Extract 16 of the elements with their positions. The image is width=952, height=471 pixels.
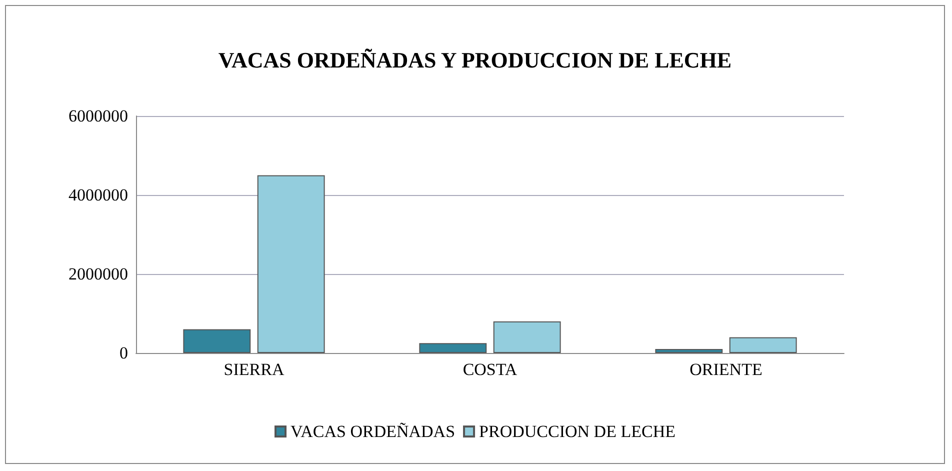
y-tick-label: 6000000	[68, 106, 128, 126]
y-tick-label: 0	[120, 344, 128, 362]
x-tick-label: SIERRA	[224, 360, 285, 379]
legend-label: VACAS ORDEÑADAS	[290, 422, 456, 441]
x-tick-label: ORIENTE	[690, 360, 762, 379]
y-tick-label: 4000000	[68, 186, 128, 204]
bar	[655, 349, 723, 353]
legend-label: PRODUCCION DE LECHE	[479, 422, 676, 441]
y-tick-label: 2000000	[68, 264, 128, 284]
bar	[257, 175, 325, 353]
bar	[419, 343, 487, 353]
bar	[729, 337, 797, 353]
x-tick-label: COSTA	[462, 360, 518, 379]
chart-title: VACAS ORDEÑADAS Y PRODUCCION DE LECHE	[218, 48, 732, 72]
bar	[493, 321, 561, 353]
bar	[183, 329, 251, 353]
